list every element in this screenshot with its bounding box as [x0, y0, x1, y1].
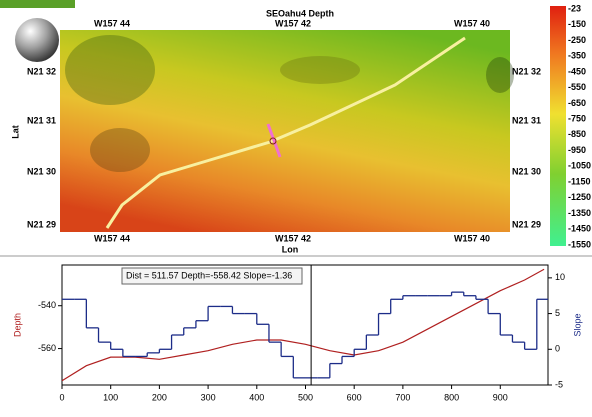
colorbar-label: -850 — [568, 129, 586, 139]
x-tick-label: 100 — [103, 392, 118, 402]
x-tick-label: 800 — [444, 392, 459, 402]
y2-tick-label: 0 — [555, 344, 560, 354]
colorbar-label: -150 — [568, 19, 586, 29]
lat-tick: N21 31 — [27, 115, 56, 125]
colorbar-label: -1250 — [568, 192, 591, 202]
y-tick-label: -540 — [38, 300, 56, 310]
lon-tick: W157 40 — [454, 233, 490, 243]
colorbar-label: -1050 — [568, 161, 591, 171]
x-tick-label: 600 — [347, 392, 362, 402]
x-tick-label: 500 — [298, 392, 313, 402]
map-title: SEOahu4 Depth — [266, 8, 334, 18]
colorbar-label: -450 — [568, 66, 586, 76]
y2-tick-label: 10 — [555, 272, 565, 282]
y-axis-label: Depth — [12, 313, 22, 337]
lon-tick: W157 44 — [94, 233, 130, 243]
x-tick-label: 200 — [152, 392, 167, 402]
y2-tick-label: -5 — [555, 379, 563, 389]
lon-label: Lon — [282, 244, 299, 254]
lat-tick: N21 30 — [27, 166, 56, 176]
x-tick-label: 400 — [249, 392, 264, 402]
colorbar-label: -550 — [568, 82, 586, 92]
lat-label: Lat — [10, 125, 20, 139]
colorbar-label: -1150 — [568, 176, 591, 186]
thumbnail — [0, 0, 75, 8]
colorbar-label: -250 — [568, 35, 586, 45]
y-tick-label: -560 — [38, 343, 56, 353]
colorbar-label: -23 — [568, 3, 581, 13]
colorbar-labels: -23 -150 -250 -350 -450 -550 -650 -750 -850 -950 -… — [568, 3, 591, 249]
colorbar — [550, 6, 566, 246]
lon-tick: W157 44 — [94, 18, 130, 28]
colorbar-label: -1550 — [568, 239, 591, 249]
lat-tick: N21 30 — [512, 166, 541, 176]
x-tick-label: 900 — [493, 392, 508, 402]
lat-tick: N21 29 — [512, 219, 541, 229]
colorbar-label: -1450 — [568, 224, 591, 234]
colorbar-label: -750 — [568, 114, 586, 124]
lat-tick: N21 32 — [27, 66, 56, 76]
colorbar-label: -950 — [568, 145, 586, 155]
y2-axis-label: Slope — [572, 313, 582, 336]
globe-icon[interactable] — [15, 18, 59, 62]
lat-tick: N21 32 — [512, 66, 541, 76]
x-tick-label: 300 — [201, 392, 216, 402]
lon-tick: W157 42 — [275, 18, 311, 28]
x-tick-label: 700 — [395, 392, 410, 402]
x-tick-label: 0 — [59, 392, 64, 402]
lon-tick: W157 40 — [454, 18, 490, 28]
lat-tick: N21 29 — [27, 219, 56, 229]
annotation: Dist = 511.57 Depth=-558.42 Slope=-1.36 — [126, 270, 292, 280]
colorbar-label: -650 — [568, 98, 586, 108]
screen: SEOahu4 Depth W157 44 W157 42 W157 40 W1… — [0, 0, 592, 412]
lat-tick: N21 31 — [512, 115, 541, 125]
colorbar-label: -350 — [568, 51, 586, 61]
profile-chart: 0 100 200 300 400 500 600 700 800 900 -540 -560 10 5 0… — [12, 265, 582, 402]
lon-tick: W157 42 — [275, 233, 311, 243]
colorbar-label: -1350 — [568, 208, 591, 218]
y2-tick-label: 5 — [555, 308, 560, 318]
